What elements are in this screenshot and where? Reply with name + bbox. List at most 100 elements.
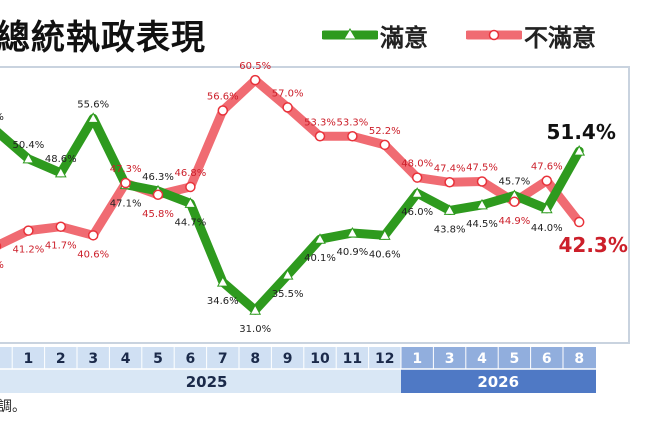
satisfied-data-label: 34.6% <box>207 296 239 307</box>
dissatisfied-data-label: 46.8% <box>175 168 207 179</box>
x-tick-label: 12 <box>375 351 394 367</box>
legend-satisfied-swatch <box>322 28 378 40</box>
satisfied-data-label: 35.5% <box>272 289 304 300</box>
satisfied-data-label: 44.5% <box>466 219 498 230</box>
satisfied-point <box>87 112 100 123</box>
satisfied-data-label: 31.0% <box>239 324 271 335</box>
dissatisfied-data-label: 53.3% <box>304 117 336 128</box>
dissatisfied-point <box>120 177 131 189</box>
satisfied-data-label: 43.8% <box>434 224 466 235</box>
x-tick-label: 7 <box>218 351 228 367</box>
dissatisfied-point <box>185 181 196 193</box>
satisfied-point <box>184 197 197 208</box>
dissatisfied-point <box>509 196 520 208</box>
x-tick-label: 1 <box>24 351 34 367</box>
dissatisfied-point <box>347 131 358 142</box>
x-tick-label: 5 <box>153 351 163 367</box>
legend-dissatisfied-label: 不滿意 <box>524 23 596 52</box>
satisfied-data-label: 47.1% <box>110 199 142 210</box>
dissatisfied-point <box>87 230 99 241</box>
legend-satisfied: 滿意 <box>322 18 428 52</box>
satisfied-point <box>476 198 488 210</box>
x-axis-band: 212345678910111213456820252026 <box>0 347 596 393</box>
dissatisfied-data-label: 47.4% <box>434 163 466 174</box>
x-tick-label: 4 <box>477 351 487 367</box>
dissatisfied-point <box>541 175 553 186</box>
satisfied-point <box>346 226 359 238</box>
satisfied-final-label: 51.4% <box>547 120 616 144</box>
x-tick-label: 8 <box>250 351 260 367</box>
satisfied-data-label: 40.1% <box>304 253 336 264</box>
dissatisfied-data-label: 57.0% <box>272 88 304 99</box>
dissatisfied-point <box>55 221 67 232</box>
dissatisfied-final-label: 42.3% <box>559 233 628 257</box>
satisfied-data-label: 44.7% <box>175 217 207 228</box>
dissatisfied-point <box>444 177 455 188</box>
legend-dissatisfied: 不滿意 <box>466 18 596 52</box>
year-label: 2026 <box>477 373 519 391</box>
satisfied-data-label: 44.0% <box>531 223 563 234</box>
dissatisfied-data-label: 53.3% <box>337 117 369 128</box>
x-tick-label: 11 <box>343 351 362 367</box>
dissatisfied-point <box>411 172 423 183</box>
dissatisfied-point <box>573 216 585 228</box>
satisfied-point <box>573 145 586 156</box>
satisfied-point <box>540 202 553 214</box>
satisfied-data-label: 46.0% <box>401 207 433 218</box>
dissatisfied-point <box>217 105 229 116</box>
satisfied-point <box>249 304 262 315</box>
dissatisfied-data-label: 47.3% <box>110 164 142 175</box>
x-tick-label: 2 <box>0 351 1 367</box>
dissatisfied-point <box>282 102 293 113</box>
x-tick-label: 10 <box>310 351 330 367</box>
satisfied-point <box>22 152 35 164</box>
chart-panel <box>0 66 630 344</box>
satisfied-point <box>216 276 229 287</box>
x-tick-label: 4 <box>121 351 131 367</box>
satisfied-data-label: 48.6% <box>45 154 77 165</box>
dissatisfied-point <box>0 242 2 250</box>
x-tick-label: 2 <box>56 351 66 367</box>
satisfied-data-label: 50.4% <box>13 140 45 151</box>
dissatisfied-data-label: 56.6% <box>207 92 239 103</box>
x-tick-label: 1 <box>412 351 422 367</box>
month-row-bg <box>0 347 596 369</box>
x-tick-label: 5 <box>510 351 520 367</box>
satisfied-point <box>378 229 391 240</box>
satisfied-data-label: 40.6% <box>369 249 401 260</box>
satisfied-data-label: 46.3% <box>142 172 174 183</box>
dissatisfied-data-label: 41.7% <box>45 241 77 252</box>
chart-title: 總統執政表現 <box>0 18 206 58</box>
footnote: 調。 <box>0 399 26 415</box>
satisfied-point <box>411 187 424 198</box>
satisfied-point <box>54 166 67 178</box>
satisfied-line <box>0 113 584 315</box>
dissatisfied-data-label: 47.5% <box>466 163 498 174</box>
x-tick-label: 3 <box>445 351 455 367</box>
dissatisfied-data-label: 52.2% <box>369 126 401 137</box>
dissatisfied-data-label: 40.6% <box>77 249 109 260</box>
x-tick-label: 3 <box>88 351 98 367</box>
satisfied-data-label: 45.7% <box>499 177 531 188</box>
dissatisfied-point <box>314 131 326 142</box>
dissatisfied-point <box>379 139 391 151</box>
dissatisfied-data-label: 44.9% <box>499 216 531 227</box>
satisfied-point <box>443 204 456 215</box>
legend-satisfied-label: 滿意 <box>380 23 428 52</box>
dissatisfied-point <box>476 176 488 187</box>
dissatisfied-data-label: 48.0% <box>401 159 433 170</box>
year-label: 2025 <box>186 373 228 391</box>
x-tick-label: 6 <box>186 351 196 367</box>
x-tick-label: 9 <box>283 351 293 367</box>
dissatisfied-point <box>23 225 34 236</box>
dissatisfied-point <box>152 189 164 201</box>
satisfied-data-label: 4% <box>0 112 4 123</box>
x-tick-label: 8 <box>574 351 584 367</box>
dissatisfied-data-label: 47.6% <box>531 162 563 173</box>
dissatisfied-data-label: 60.5% <box>239 61 271 72</box>
satisfied-data-label: 40.9% <box>337 247 369 258</box>
dissatisfied-data-label: 45.8% <box>142 209 174 220</box>
dissatisfied-point <box>249 74 261 86</box>
legend-dissatisfied-swatch <box>466 29 522 41</box>
